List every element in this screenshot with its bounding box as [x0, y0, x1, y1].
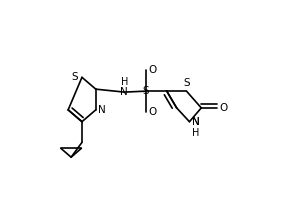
Text: S: S — [183, 78, 190, 88]
Text: H: H — [192, 128, 199, 138]
Text: O: O — [148, 65, 157, 75]
Text: O: O — [219, 103, 228, 113]
Text: S: S — [143, 86, 149, 96]
Text: N: N — [121, 87, 128, 97]
Text: H: H — [121, 77, 128, 87]
Text: S: S — [72, 72, 78, 82]
Text: N: N — [192, 117, 200, 127]
Text: N: N — [192, 117, 200, 127]
Text: O: O — [148, 107, 157, 117]
Text: N: N — [98, 105, 106, 115]
